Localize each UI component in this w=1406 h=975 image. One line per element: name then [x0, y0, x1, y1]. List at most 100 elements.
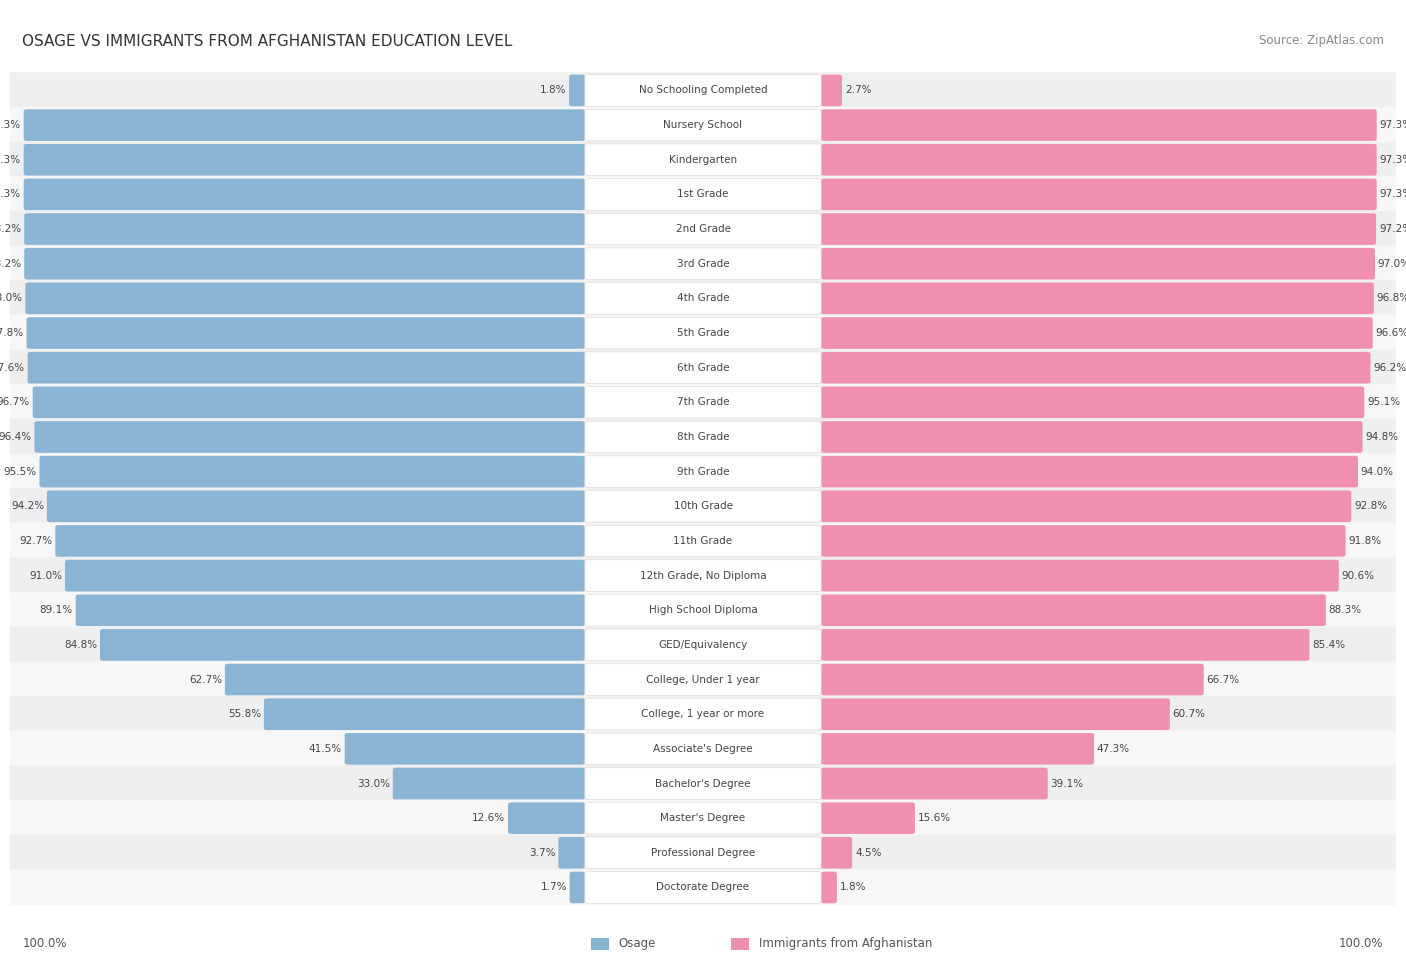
FancyBboxPatch shape	[344, 733, 585, 764]
FancyBboxPatch shape	[821, 317, 1372, 349]
FancyBboxPatch shape	[821, 595, 1326, 626]
Text: 47.3%: 47.3%	[1097, 744, 1130, 754]
Text: 97.3%: 97.3%	[1379, 120, 1406, 130]
FancyBboxPatch shape	[821, 109, 1376, 141]
Text: High School Diploma: High School Diploma	[648, 605, 758, 615]
Text: 3rd Grade: 3rd Grade	[676, 258, 730, 269]
FancyBboxPatch shape	[585, 109, 821, 141]
FancyBboxPatch shape	[585, 490, 821, 522]
Text: 97.2%: 97.2%	[1379, 224, 1406, 234]
Text: 97.8%: 97.8%	[0, 328, 24, 338]
FancyBboxPatch shape	[585, 872, 821, 903]
Text: 100.0%: 100.0%	[22, 937, 67, 951]
Text: 3.7%: 3.7%	[529, 848, 555, 858]
FancyBboxPatch shape	[392, 767, 585, 800]
FancyBboxPatch shape	[27, 317, 585, 349]
FancyBboxPatch shape	[585, 802, 821, 834]
Bar	[591, 938, 609, 950]
Text: 66.7%: 66.7%	[1206, 675, 1240, 684]
FancyBboxPatch shape	[585, 629, 821, 661]
FancyBboxPatch shape	[225, 664, 585, 695]
Text: 91.0%: 91.0%	[30, 570, 62, 580]
FancyBboxPatch shape	[10, 211, 1396, 248]
FancyBboxPatch shape	[821, 837, 852, 869]
FancyBboxPatch shape	[10, 315, 1396, 351]
Text: 96.4%: 96.4%	[0, 432, 31, 442]
Text: 62.7%: 62.7%	[188, 675, 222, 684]
Text: 5th Grade: 5th Grade	[676, 328, 730, 338]
Text: 97.6%: 97.6%	[0, 363, 25, 372]
FancyBboxPatch shape	[585, 386, 821, 418]
Text: 94.8%: 94.8%	[1365, 432, 1399, 442]
FancyBboxPatch shape	[821, 872, 837, 903]
FancyBboxPatch shape	[34, 421, 585, 452]
Text: 33.0%: 33.0%	[357, 778, 389, 789]
FancyBboxPatch shape	[10, 72, 1396, 108]
FancyBboxPatch shape	[585, 248, 821, 280]
FancyBboxPatch shape	[821, 629, 1309, 661]
Text: 94.2%: 94.2%	[11, 501, 44, 511]
FancyBboxPatch shape	[821, 733, 1094, 764]
Text: 96.6%: 96.6%	[1375, 328, 1406, 338]
FancyBboxPatch shape	[10, 800, 1396, 837]
Text: Associate's Degree: Associate's Degree	[654, 744, 752, 754]
FancyBboxPatch shape	[821, 490, 1351, 522]
Text: Nursery School: Nursery School	[664, 120, 742, 130]
Text: College, Under 1 year: College, Under 1 year	[647, 675, 759, 684]
FancyBboxPatch shape	[55, 526, 585, 557]
Text: College, 1 year or more: College, 1 year or more	[641, 709, 765, 720]
FancyBboxPatch shape	[10, 246, 1396, 282]
FancyBboxPatch shape	[10, 765, 1396, 801]
Text: 1.8%: 1.8%	[839, 882, 866, 892]
FancyBboxPatch shape	[10, 141, 1396, 177]
FancyBboxPatch shape	[585, 317, 821, 349]
FancyBboxPatch shape	[585, 560, 821, 592]
FancyBboxPatch shape	[569, 75, 585, 106]
Text: 95.5%: 95.5%	[4, 467, 37, 477]
Text: 97.3%: 97.3%	[1379, 189, 1406, 200]
FancyBboxPatch shape	[39, 456, 585, 488]
FancyBboxPatch shape	[585, 733, 821, 764]
FancyBboxPatch shape	[10, 419, 1396, 455]
FancyBboxPatch shape	[10, 523, 1396, 559]
Text: 12.6%: 12.6%	[472, 813, 505, 823]
FancyBboxPatch shape	[100, 629, 585, 661]
Text: 4.5%: 4.5%	[855, 848, 882, 858]
FancyBboxPatch shape	[10, 870, 1396, 906]
FancyBboxPatch shape	[28, 352, 585, 383]
Text: GED/Equivalency: GED/Equivalency	[658, 640, 748, 650]
FancyBboxPatch shape	[24, 178, 585, 211]
Text: Doctorate Degree: Doctorate Degree	[657, 882, 749, 892]
FancyBboxPatch shape	[585, 75, 821, 106]
Text: 4th Grade: 4th Grade	[676, 293, 730, 303]
FancyBboxPatch shape	[821, 664, 1204, 695]
Text: 10th Grade: 10th Grade	[673, 501, 733, 511]
FancyBboxPatch shape	[821, 283, 1374, 314]
FancyBboxPatch shape	[585, 178, 821, 211]
FancyBboxPatch shape	[558, 837, 585, 869]
Text: 39.1%: 39.1%	[1050, 778, 1084, 789]
FancyBboxPatch shape	[821, 386, 1364, 418]
Text: 97.3%: 97.3%	[1379, 155, 1406, 165]
FancyBboxPatch shape	[10, 627, 1396, 663]
Text: 98.3%: 98.3%	[0, 155, 21, 165]
FancyBboxPatch shape	[585, 595, 821, 626]
Text: 96.7%: 96.7%	[0, 398, 30, 408]
FancyBboxPatch shape	[76, 595, 585, 626]
Text: 1.8%: 1.8%	[540, 86, 567, 96]
Text: 41.5%: 41.5%	[309, 744, 342, 754]
FancyBboxPatch shape	[10, 107, 1396, 143]
FancyBboxPatch shape	[32, 386, 585, 418]
Text: 12th Grade, No Diploma: 12th Grade, No Diploma	[640, 570, 766, 580]
Text: 85.4%: 85.4%	[1312, 640, 1346, 650]
FancyBboxPatch shape	[24, 248, 585, 280]
Text: Kindergarten: Kindergarten	[669, 155, 737, 165]
FancyBboxPatch shape	[821, 767, 1047, 800]
FancyBboxPatch shape	[585, 283, 821, 314]
Text: 7th Grade: 7th Grade	[676, 398, 730, 408]
FancyBboxPatch shape	[821, 248, 1375, 280]
FancyBboxPatch shape	[585, 698, 821, 730]
FancyBboxPatch shape	[821, 75, 842, 106]
FancyBboxPatch shape	[10, 592, 1396, 628]
FancyBboxPatch shape	[65, 560, 585, 592]
